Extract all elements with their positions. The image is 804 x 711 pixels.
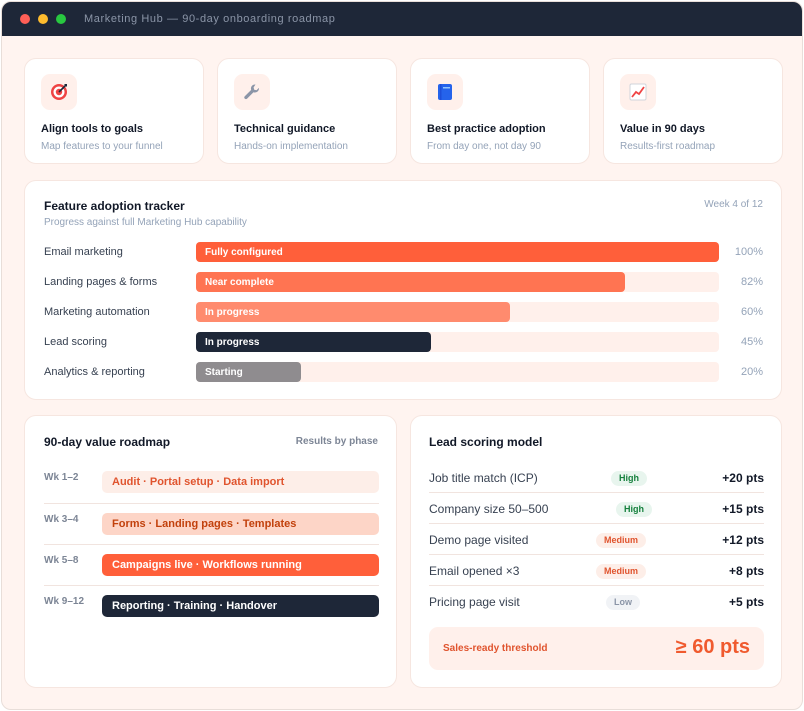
title-bar: Marketing Hub — 90-day onboarding roadma…: [2, 2, 802, 36]
feature-card-value: Value in 90 days Results-first roadmap: [603, 58, 783, 164]
minimize-window-button[interactable]: [38, 14, 48, 24]
scoring-criterion: Job title match (ICP): [429, 471, 538, 485]
feature-adoption-tracker: Feature adoption tracker Progress agains…: [24, 180, 782, 400]
feature-title: Align tools to goals: [41, 123, 144, 135]
scoring-points: +5 pts: [728, 595, 764, 609]
progress-status: Starting: [205, 367, 243, 378]
maximize-window-button[interactable]: [56, 14, 66, 24]
progress-track: In progress: [196, 332, 719, 352]
progress-status: In progress: [205, 307, 260, 318]
feature-card-technical: Technical guidance Hands-on implementati…: [217, 58, 397, 164]
phase-pill: Forms · Landing pages · Templates: [102, 513, 379, 535]
priority-badge: High: [611, 471, 647, 486]
feature-card-align: Align tools to goals Map features to you…: [24, 58, 204, 164]
phase-weeks: Wk 1–2: [44, 472, 79, 483]
scoring-criterion: Email opened ×3: [429, 564, 520, 578]
feature-card-best-practice: Best practice adoption From day one, not…: [410, 58, 590, 164]
progress-status: Near complete: [205, 277, 274, 288]
scoring-row: Job title match (ICP) High +20 pts: [429, 462, 764, 493]
results-by-phase-link[interactable]: Results by phase: [295, 436, 378, 447]
progress-track: In progress: [196, 302, 719, 322]
roadmap-phase: Wk 3–4 Forms · Landing pages · Templates: [44, 503, 379, 544]
phase-pill: Audit · Portal setup · Data import: [102, 471, 379, 493]
tracker-subtitle: Progress against full Marketing Hub capa…: [44, 217, 247, 228]
progress-fill: Starting: [196, 362, 301, 382]
feature-subtitle: Hands-on implementation: [234, 141, 348, 152]
tracker-row-label: Email marketing: [44, 246, 123, 258]
progress-status: Fully configured: [205, 247, 283, 258]
roadmap-title: 90-day value roadmap: [44, 435, 171, 449]
scoring-row: Pricing page visit Low +5 pts: [429, 586, 764, 617]
lead-scoring-model: Lead scoring model Job title match (ICP)…: [410, 415, 782, 688]
scoring-points: +15 pts: [722, 502, 764, 516]
value-roadmap: 90-day value roadmap Results by phase Wk…: [24, 415, 397, 688]
scoring-title: Lead scoring model: [429, 435, 543, 449]
feature-title: Best practice adoption: [427, 123, 546, 135]
scoring-points: +8 pts: [728, 564, 764, 578]
target-icon: [41, 74, 77, 110]
scoring-points: +20 pts: [722, 471, 764, 485]
progress-track: Fully configured: [196, 242, 719, 262]
progress-percent: 20%: [740, 366, 763, 378]
feature-subtitle: Map features to your funnel: [41, 141, 163, 152]
tracker-row: Analytics & reporting Starting 20%: [25, 362, 781, 382]
priority-badge: Medium: [596, 564, 647, 579]
tracker-row: Email marketing Fully configured 100%: [25, 242, 781, 262]
scoring-criterion: Demo page visited: [429, 533, 529, 547]
progress-fill: In progress: [196, 302, 510, 322]
threshold-value: ≥ 60 pts: [675, 636, 750, 658]
sales-ready-threshold: Sales-ready threshold ≥ 60 pts: [429, 627, 764, 670]
priority-badge: Low: [606, 595, 640, 610]
scoring-points: +12 pts: [722, 533, 764, 547]
phase-weeks: Wk 3–4: [44, 514, 79, 525]
progress-fill: Fully configured: [196, 242, 719, 262]
tracker-row: Landing pages & forms Near complete 82%: [25, 272, 781, 292]
scoring-criterion: Company size 50–500: [429, 502, 549, 516]
tracker-row-label: Lead scoring: [44, 336, 107, 348]
progress-track: Starting: [196, 362, 719, 382]
scoring-row: Company size 50–500 High +15 pts: [429, 493, 764, 524]
roadmap-phase: Wk 1–2 Audit · Portal setup · Data impor…: [44, 462, 379, 503]
progress-percent: 100%: [734, 246, 763, 258]
roadmap-phase: Wk 9–12 Reporting · Training · Handover: [44, 585, 379, 626]
scoring-row: Demo page visited Medium +12 pts: [429, 524, 764, 555]
progress-percent: 45%: [740, 336, 763, 348]
close-window-button[interactable]: [20, 14, 30, 24]
progress-status: In progress: [205, 337, 260, 348]
tracker-row: Marketing automation In progress 60%: [25, 302, 781, 322]
priority-badge: Medium: [596, 533, 647, 548]
tracker-row-label: Analytics & reporting: [44, 366, 145, 378]
threshold-label: Sales-ready threshold: [443, 643, 548, 654]
feature-title: Value in 90 days: [620, 123, 705, 135]
phase-weeks: Wk 9–12: [44, 596, 85, 607]
progress-fill: Near complete: [196, 272, 625, 292]
book-icon: [427, 74, 463, 110]
tracker-row-label: Landing pages & forms: [44, 276, 158, 288]
progress-track: Near complete: [196, 272, 719, 292]
phase-weeks: Wk 5–8: [44, 555, 79, 566]
chart-up-icon: [620, 74, 656, 110]
tracker-title: Feature adoption tracker: [44, 199, 185, 213]
phase-pill: Campaigns live · Workflows running: [102, 554, 379, 576]
scoring-row: Email opened ×3 Medium +8 pts: [429, 555, 764, 586]
progress-fill: In progress: [196, 332, 432, 352]
week-indicator: Week 4 of 12: [704, 199, 763, 210]
window-title: Marketing Hub — 90-day onboarding roadma…: [84, 13, 336, 25]
feature-subtitle: From day one, not day 90: [427, 141, 541, 152]
wrench-icon: [234, 74, 270, 110]
roadmap-phase: Wk 5–8 Campaigns live · Workflows runnin…: [44, 544, 379, 585]
feature-subtitle: Results-first roadmap: [620, 141, 716, 152]
feature-title: Technical guidance: [234, 123, 336, 135]
phase-pill: Reporting · Training · Handover: [102, 595, 379, 617]
progress-percent: 60%: [740, 306, 763, 318]
tracker-row: Lead scoring In progress 45%: [25, 332, 781, 352]
scoring-criterion: Pricing page visit: [429, 595, 520, 609]
tracker-row-label: Marketing automation: [44, 306, 150, 318]
priority-badge: High: [616, 502, 652, 517]
progress-percent: 82%: [740, 276, 763, 288]
